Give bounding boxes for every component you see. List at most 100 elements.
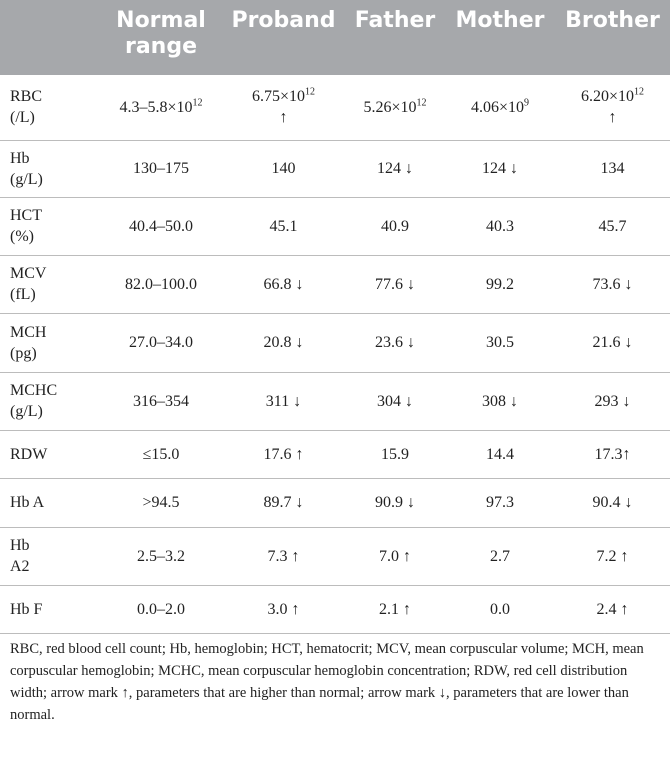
row-label-line: A2 — [10, 558, 30, 575]
table-cell: 89.7 ↓ — [222, 478, 345, 528]
table-cell: 17.6 ↑ — [222, 430, 345, 479]
row-label-line: Hb A — [10, 494, 45, 511]
cell-arrow: ↑ — [279, 109, 288, 127]
table-cell: 2.4 ↑ — [555, 585, 670, 634]
table-row: HCT (%) 40.4–50.0 45.1 40.9 40.3 45.7 — [0, 197, 670, 256]
row-label-line: RDW — [10, 445, 48, 463]
cell-base: 5.26×10 — [363, 98, 417, 116]
row-label: Hb A2 — [0, 527, 100, 586]
table-row: Hb F 0.0–2.0 3.0 ↑ 2.1 ↑ 0.0 2.4 ↑ — [0, 585, 670, 634]
table-cell: 82.0–100.0 — [100, 255, 222, 314]
cell-arrow: ↑ — [608, 109, 617, 127]
table-cell: 293 ↓ — [555, 372, 670, 431]
table-cell: 23.6 ↓ — [345, 313, 445, 373]
table-cell: 4.3–5.8×1012 — [100, 75, 222, 141]
table-cell: 90.9 ↓ — [345, 478, 445, 528]
cell-base: 4.3–5.8×10 — [119, 98, 193, 116]
row-label-line: RBC — [10, 88, 43, 106]
column-header: Mother — [445, 0, 555, 75]
table-row: MCHC (g/L) 316–354 311 ↓ 304 ↓ 308 ↓ 293 ↓ — [0, 372, 670, 431]
cell-exponent: 12 — [634, 86, 645, 98]
row-label: Hb (g/L) — [0, 140, 100, 198]
table-row: MCV (fL) 82.0–100.0 66.8 ↓ 77.6 ↓ 99.2 73.6 ↓ — [0, 255, 670, 314]
cell-base: 6.75×10 — [251, 88, 306, 106]
table-cell: 124 ↓ — [345, 140, 445, 198]
row-label-line: MCV — [10, 265, 47, 282]
row-label: MCH (pg) — [0, 313, 100, 373]
table-row: Hb A2 2.5–3.2 7.3 ↑ 7.0 ↑ 2.7 7.2 ↑ — [0, 527, 670, 586]
table-cell: 40.3 — [445, 197, 555, 256]
table-cell: ≤15.0 — [100, 430, 222, 479]
table-cell: 7.0 ↑ — [345, 527, 445, 586]
table-row: Hb (g/L) 130–175 140 124 ↓ 124 ↓ 134 — [0, 140, 670, 198]
footnote: RBC, red blood cell count; Hb, hemoglobi… — [10, 641, 644, 723]
row-label-line: MCHC — [10, 382, 58, 399]
table-cell: 15.9 — [345, 430, 445, 479]
table-cell: 5.26×1012 — [345, 75, 445, 141]
table-cell: 140 — [222, 140, 345, 198]
table-cell: 45.1 — [222, 197, 345, 256]
table-cell: 97.3 — [445, 478, 555, 528]
row-label: RBC (/L) — [0, 75, 100, 141]
table-cell: 17.3↑ — [555, 430, 670, 479]
row-label-line: (%) — [10, 228, 34, 245]
row-label-line: (pg) — [10, 344, 37, 362]
table-cell: 130–175 — [100, 140, 222, 198]
column-header: Normal range — [100, 0, 222, 75]
table-cell: 304 ↓ — [345, 372, 445, 431]
table-cell: 6.20×1012 ↑ — [555, 75, 670, 141]
table-cell: 20.8 ↓ — [222, 313, 345, 373]
cell-exponent: 12 — [192, 97, 203, 109]
row-label-line: (fL) — [10, 286, 36, 303]
table-cell: 40.9 — [345, 197, 445, 256]
table-cell: 0.0–2.0 — [100, 585, 222, 634]
table-cell: 124 ↓ — [445, 140, 555, 198]
table-row: MCH (pg) 27.0–34.0 20.8 ↓ 23.6 ↓ 30.5 21.6 ↓ — [0, 313, 670, 373]
table-cell: >94.5 — [100, 478, 222, 528]
table-cell: 21.6 ↓ — [555, 313, 670, 373]
table-cell: 7.2 ↑ — [555, 527, 670, 586]
table-cell: 6.75×1012 ↑ — [222, 75, 345, 141]
row-label: HCT (%) — [0, 197, 100, 256]
table-cell: 2.5–3.2 — [100, 527, 222, 586]
row-label-line: (/L) — [10, 109, 35, 127]
table-cell: 0.0 — [445, 585, 555, 634]
cell-base: 6.20×10 — [580, 88, 635, 106]
row-label-line: Hb — [10, 149, 30, 167]
table-cell: 3.0 ↑ — [222, 585, 345, 634]
row-label: MCV (fL) — [0, 255, 100, 314]
table-cell: 40.4–50.0 — [100, 197, 222, 256]
table-cell: 2.1 ↑ — [345, 585, 445, 634]
cell-base: 4.06×10 — [470, 98, 525, 116]
cell-exponent: 9 — [524, 97, 530, 109]
table-cell: 308 ↓ — [445, 372, 555, 431]
table-cell: 66.8 ↓ — [222, 255, 345, 314]
cell-exponent: 12 — [305, 86, 316, 98]
table-row: RDW ≤15.0 17.6 ↑ 15.9 14.4 17.3↑ — [0, 430, 670, 479]
table-cell: 7.3 ↑ — [222, 527, 345, 586]
row-label-line: (g/L) — [10, 170, 43, 188]
row-label: Hb F — [0, 585, 100, 634]
table-cell: 30.5 — [445, 313, 555, 373]
column-header: Father — [345, 0, 445, 75]
header-row: Normal range Proband Father Mother Brother — [0, 0, 670, 75]
column-header: Brother — [555, 0, 670, 75]
table-cell: 2.7 — [445, 527, 555, 586]
table-cell: 27.0–34.0 — [100, 313, 222, 373]
table-cell: 90.4 ↓ — [555, 478, 670, 528]
table-cell: 73.6 ↓ — [555, 255, 670, 314]
row-label: MCHC (g/L) — [0, 372, 100, 431]
cell-exponent: 12 — [416, 97, 427, 109]
row-label: RDW — [0, 430, 100, 479]
table-row: RBC (/L) 4.3–5.8×1012 6.75×1012 ↑ 5.26×1012 4.… — [0, 75, 670, 141]
table-cell: 316–354 — [100, 372, 222, 431]
data-table: Normal range Proband Father Mother Brother R… — [0, 0, 670, 634]
column-header: Proband — [222, 0, 345, 75]
row-label-line: Hb — [10, 537, 30, 554]
table-cell: 134 — [555, 140, 670, 198]
table-cell: 14.4 — [445, 430, 555, 479]
row-label-line: HCT — [10, 207, 42, 224]
row-label: Hb A — [0, 478, 100, 528]
row-label-line: (g/L) — [10, 403, 43, 420]
